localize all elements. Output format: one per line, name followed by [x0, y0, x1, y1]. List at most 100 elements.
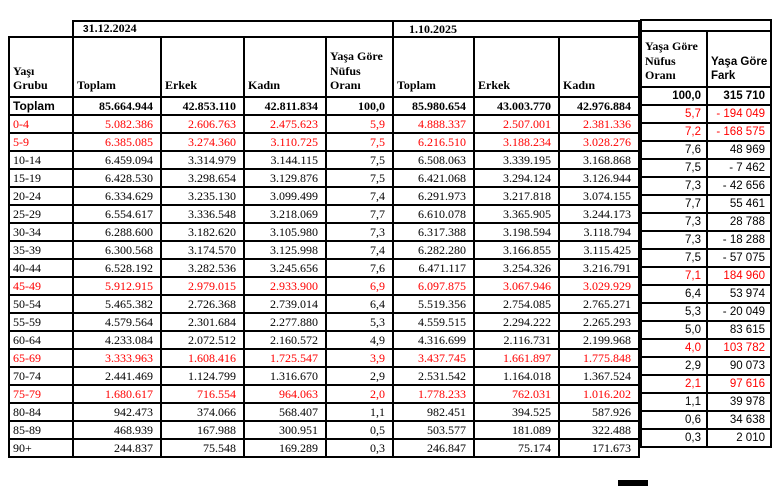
empty-top-cell [640, 19, 772, 32]
ratio-cell: 7,5 [640, 158, 708, 178]
age-group-cell: 85-89 [8, 420, 74, 440]
value-cell: 3.198.594 [473, 222, 560, 242]
ratio-diff-row: 7,6 48 969 [640, 140, 772, 160]
border-artifact [618, 480, 648, 486]
value-cell: 2.160.572 [243, 330, 327, 350]
ratio-cell: 5,7 [640, 104, 708, 124]
value-cell: 1.725.547 [243, 348, 327, 368]
ratio-cell: 2,9 [640, 356, 708, 376]
value-cell: 2.739.014 [243, 294, 327, 314]
column-header-row: Yaşı Grubu Toplam Erkek Kadın Yaşa Göre … [8, 36, 640, 98]
table-row: 80-84 942.473 374.066 568.407 1,1 982.451 394.… [8, 402, 640, 422]
value-cell: 6.300.568 [72, 240, 162, 260]
value-cell: 2.507.001 [473, 114, 560, 134]
table-row: 35-39 6.300.568 3.174.570 3.125.998 7,4 6.282… [8, 240, 640, 260]
ratio-cell: 5,3 [640, 302, 708, 322]
ratio-diff-row: 1,1 39 978 [640, 392, 772, 412]
ratio-diff-row: 0,3 2 010 [640, 428, 772, 448]
value-cell: 3.218.069 [243, 204, 327, 224]
value-cell: 4.559.515 [392, 312, 475, 332]
value-cell: 3.067.946 [473, 276, 560, 296]
value-cell: 1.680.617 [72, 384, 162, 404]
value-cell: 2.294.222 [473, 312, 560, 332]
value-cell: 3.166.855 [473, 240, 560, 260]
table-row: 65-69 3.333.963 1.608.416 1.725.547 3,9 3.437… [8, 348, 640, 368]
diff-cell: - 18 288 [706, 230, 772, 250]
value-cell: 2.606.763 [160, 114, 245, 134]
value-cell: 3.144.115 [243, 150, 327, 170]
value-cell: 2.933.900 [243, 276, 327, 296]
value-cell: 2.475.623 [243, 114, 327, 134]
age-group-cell: 35-39 [8, 240, 74, 260]
value-cell: 2.381.336 [558, 114, 640, 134]
value-cell: 5.519.356 [392, 294, 475, 314]
diff-cell: - 57 075 [706, 248, 772, 268]
ratio-diff-row: 5,3- 20 049 [640, 302, 772, 322]
value-cell: 6.421.068 [392, 168, 475, 188]
value-cell: 2.072.512 [160, 330, 245, 350]
value-cell: 2.116.731 [473, 330, 560, 350]
diff-cell: 55 461 [706, 194, 772, 214]
value-cell: 3.182.620 [160, 222, 245, 242]
value-cell: 7,6 [325, 258, 394, 278]
table-row: 70-74 2.441.469 1.124.799 1.316.670 2,9 2.531… [8, 366, 640, 386]
value-cell: 2.531.542 [392, 366, 475, 386]
value-cell: 6.282.280 [392, 240, 475, 260]
value-cell: 7,7 [325, 204, 394, 224]
table-row: 10-14 6.459.094 3.314.979 3.144.115 7,5 6.508… [8, 150, 640, 170]
age-group-cell: 20-24 [8, 186, 74, 206]
diff-cell: 53 974 [706, 284, 772, 304]
value-cell: 6.097.875 [392, 276, 475, 296]
age-group-cell: 5-9 [8, 132, 74, 152]
value-cell: 1.316.670 [243, 366, 327, 386]
value-cell: 3.333.963 [72, 348, 162, 368]
value-cell: 42.853.110 [160, 96, 245, 116]
ratio-diff-row: 7,5- 7 462 [640, 158, 772, 178]
value-cell: 1.124.799 [160, 366, 245, 386]
value-cell: 3.339.195 [473, 150, 560, 170]
value-cell: 3.365.905 [473, 204, 560, 224]
ratio-diff-row: 4,0 103 782 [640, 338, 772, 358]
value-cell: 6.291.973 [392, 186, 475, 206]
ratio-cell: 7,6 [640, 140, 708, 160]
diff-cell: - 20 049 [706, 302, 772, 322]
header-diff: Yaşa Göre Fark [706, 30, 772, 88]
date-2024-label: 1.12.2024 [88, 21, 137, 35]
value-cell: 3.168.868 [558, 150, 640, 170]
table-row: Toplam 85.664.944 42.853.110 42.811.834 100,… [8, 96, 640, 116]
value-cell: 2.726.368 [160, 294, 245, 314]
value-cell: 171.673 [558, 438, 640, 458]
ratio-cell: 2,1 [640, 374, 708, 394]
ratio-cell: 7,3 [640, 230, 708, 250]
value-cell: 468.939 [72, 420, 162, 440]
diff-cell: 97 616 [706, 374, 772, 394]
value-cell: 2.301.684 [160, 312, 245, 332]
header-ratio-2025: Yaşa Göre Nüfus Oranı [640, 30, 708, 88]
ratio-cell: 1,1 [640, 392, 708, 412]
value-cell: 3.125.998 [243, 240, 327, 260]
ratio-cell: 6,4 [640, 284, 708, 304]
value-cell: 0,5 [325, 420, 394, 440]
age-group-cell: 10-14 [8, 150, 74, 170]
value-cell: 3,9 [325, 348, 394, 368]
age-group-cell: Toplam [8, 96, 74, 116]
value-cell: 246.847 [392, 438, 475, 458]
value-cell: 394.525 [473, 402, 560, 422]
value-cell: 1.775.848 [558, 348, 640, 368]
value-cell: 6.428.530 [72, 168, 162, 188]
age-group-cell: 50-54 [8, 294, 74, 314]
value-cell: 85.664.944 [72, 96, 162, 116]
value-cell: 43.003.770 [473, 96, 560, 116]
diff-cell: 83 615 [706, 320, 772, 340]
value-cell: 1.608.416 [160, 348, 245, 368]
ratio-diff-row: 5,0 83 615 [640, 320, 772, 340]
value-cell: 0,3 [325, 438, 394, 458]
table-row: 40-44 6.528.192 3.282.536 3.245.656 7,6 6.471… [8, 258, 640, 278]
value-cell: 6.317.388 [392, 222, 475, 242]
value-cell: 964.063 [243, 384, 327, 404]
value-cell: 3.298.654 [160, 168, 245, 188]
diff-cell: - 7 462 [706, 158, 772, 178]
value-cell: 5.082.386 [72, 114, 162, 134]
value-cell: 3.188.234 [473, 132, 560, 152]
diff-cell: 39 978 [706, 392, 772, 412]
